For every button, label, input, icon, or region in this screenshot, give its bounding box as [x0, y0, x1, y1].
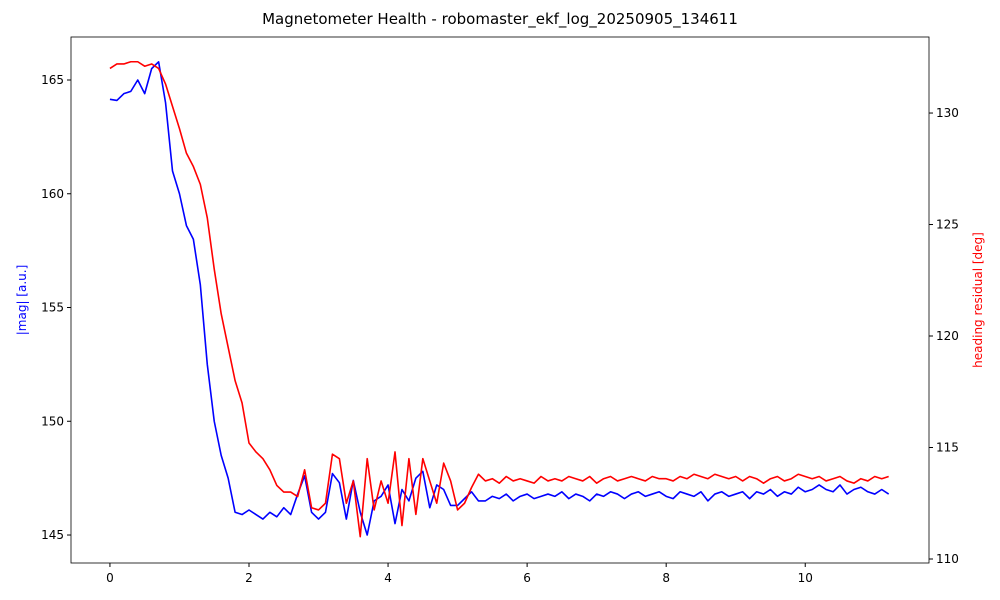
data-line	[109, 60, 889, 538]
y-tick-label: 150	[41, 414, 64, 428]
y2-tick-label: 125	[936, 218, 959, 232]
y2-axis-label: heading residual [deg]	[971, 232, 985, 368]
chart-title: Magnetometer Health - robomaster_ekf_log…	[262, 10, 738, 29]
y-tick-label: 160	[41, 187, 64, 201]
y2-tick-label: 130	[936, 106, 959, 120]
x-tick-label: 2	[245, 571, 253, 585]
x-tick-label: 4	[384, 571, 392, 585]
y-tick-label: 165	[41, 73, 64, 87]
x-tick-label: 6	[523, 571, 531, 585]
y-tick-label: 155	[41, 301, 64, 315]
x-tick-label: 0	[106, 571, 114, 585]
data-line	[109, 61, 890, 536]
x-tick-label: 8	[662, 571, 670, 585]
plot-frame	[70, 36, 930, 564]
y-tick-label: 145	[41, 528, 64, 542]
y-axis-label: |mag| [a.u.]	[15, 265, 29, 336]
y2-tick-label: 115	[936, 440, 959, 454]
y2-tick-label: 110	[936, 552, 959, 566]
x-tick-label: 10	[798, 571, 813, 585]
y2-tick-label: 120	[936, 329, 959, 343]
